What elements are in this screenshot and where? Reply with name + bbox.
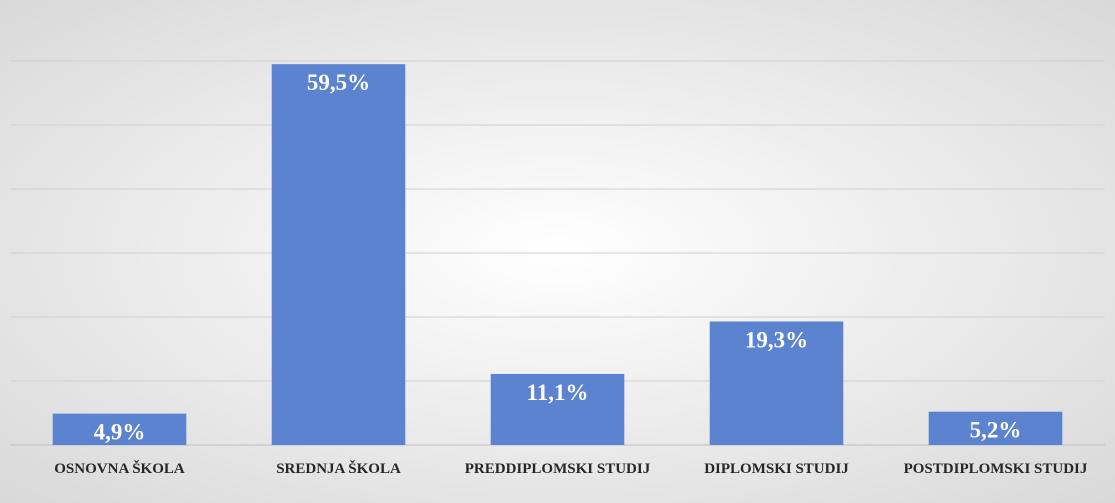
bar xyxy=(709,321,844,445)
value-label: 5,2% xyxy=(970,418,1022,443)
x-tick-label: POSTDIPLOMSKI STUDIJ xyxy=(904,461,1088,477)
bar xyxy=(271,64,406,445)
bar xyxy=(928,411,1063,445)
value-label: 11,1% xyxy=(527,380,589,405)
value-label: 19,3% xyxy=(745,327,808,352)
bar xyxy=(52,413,187,445)
x-tick-label: SREDNJA ŠKOLA xyxy=(276,460,401,477)
bar xyxy=(490,373,625,445)
x-tick-label: PREDDIPLOMSKI STUDIJ xyxy=(465,461,651,477)
x-tick-label: DIPLOMSKI STUDIJ xyxy=(704,461,849,477)
value-label: 59,5% xyxy=(307,70,370,95)
x-tick-label: OSNOVNA ŠKOLA xyxy=(54,460,185,477)
value-label: 4,9% xyxy=(94,420,146,445)
